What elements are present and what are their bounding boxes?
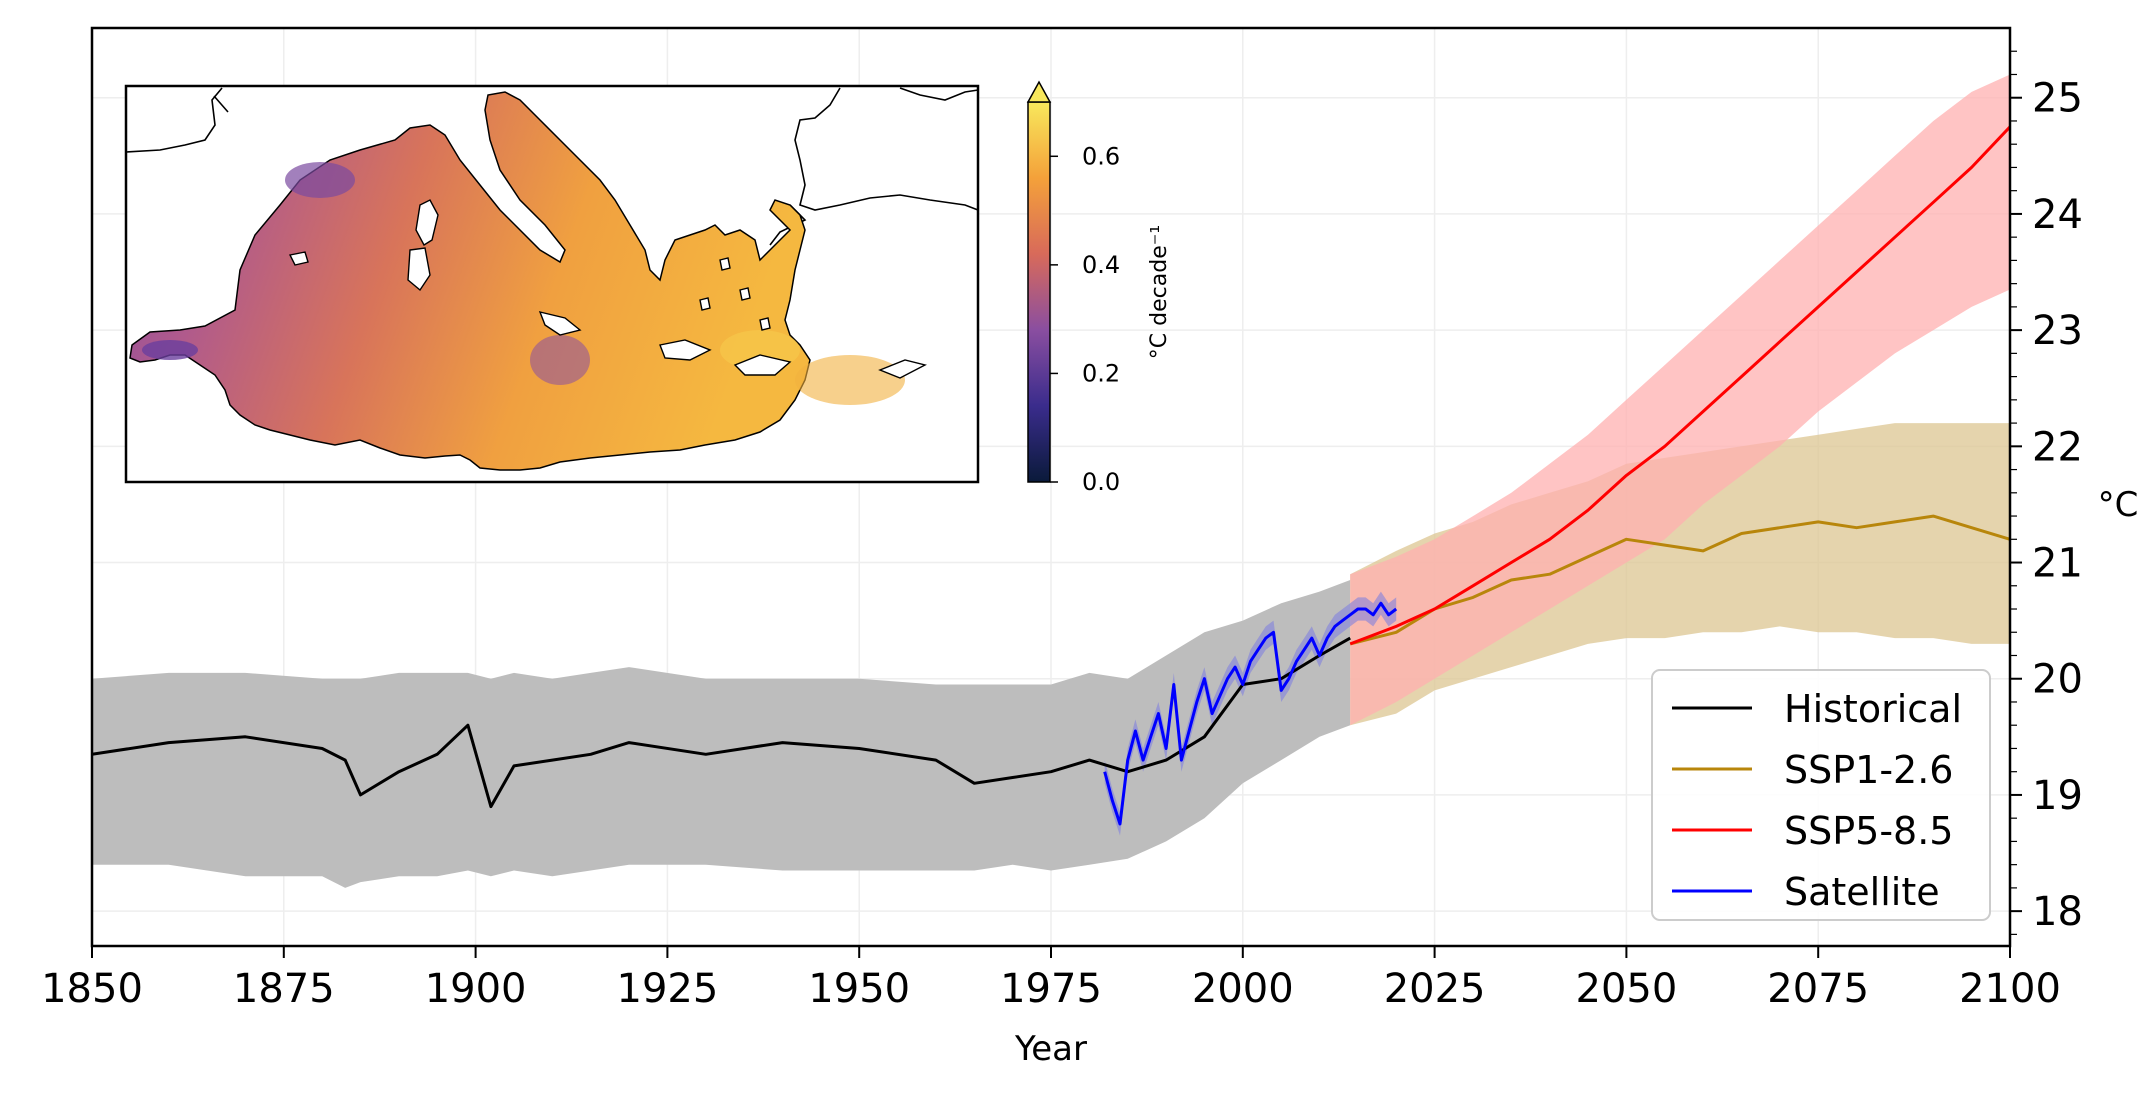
inset-islands — [288, 199, 927, 379]
x-tick-label: 1850 — [41, 966, 143, 1012]
band-historical — [92, 580, 1351, 888]
x-tick-label: 2075 — [1767, 966, 1869, 1012]
colorbar-tick-label: 0.4 — [1082, 251, 1120, 279]
legend-label-ssp5-8-5: SSP5-8.5 — [1784, 809, 1953, 853]
colorbar-ticks: 0.0 0.2 0.4 0.6 — [1050, 142, 1120, 496]
uncertainty-bands — [92, 74, 2010, 888]
x-tick-label: 2100 — [1959, 966, 2061, 1012]
band-ssp5-8-5 — [1350, 74, 2010, 726]
x-tick-label: 1900 — [425, 966, 527, 1012]
line-satellite — [1103, 601, 1398, 826]
y-axis-label: °C — [2098, 485, 2139, 525]
x-axis-label: Year — [1014, 1029, 1087, 1069]
y-axis-ticks: 18 19 20 21 22 23 24 25 — [2010, 50, 2083, 935]
line-ssp1-2-6 — [1349, 514, 2010, 646]
legend-label-historical: Historical — [1784, 687, 1962, 731]
y-tick-label: 19 — [2032, 773, 2083, 819]
plot-area: 1850 1875 1900 1925 1950 1975 2000 2025 2050 2075… — [41, 26, 2139, 1069]
legend-box — [1651, 669, 1991, 921]
legend: Historical SSP1-2.6 SSP5-8.5 Satellite — [1651, 669, 1991, 921]
y-tick-label: 23 — [2032, 308, 2083, 354]
x-axis-ticks: 1850 1875 1900 1925 1950 1975 2000 2025 2050 2075… — [41, 946, 2061, 1012]
colorbar-extend-arrow — [1026, 80, 1052, 103]
y-tick-label: 20 — [2032, 657, 2083, 703]
inset-map: 0.0 0.2 0.4 0.6 °C decade⁻¹ — [124, 80, 1172, 496]
colorbar-tick-label: 0.0 — [1082, 468, 1120, 496]
colorbar-tick-label: 0.2 — [1082, 359, 1120, 387]
x-tick-label: 2025 — [1384, 966, 1486, 1012]
y-tick-label: 18 — [2032, 889, 2083, 935]
colorbar — [1027, 101, 1051, 483]
colorbar-label: °C decade⁻¹ — [1147, 225, 1172, 359]
series-lines — [92, 125, 2010, 826]
x-tick-label: 1875 — [233, 966, 335, 1012]
line-ssp5-8-5 — [1349, 125, 2010, 646]
y-tick-label: 22 — [2032, 424, 2083, 470]
x-tick-label: 1975 — [1000, 966, 1102, 1012]
legend-label-satellite: Satellite — [1784, 870, 1940, 914]
band-ssp1-2-6 — [1350, 423, 2010, 726]
x-tick-label: 2000 — [1192, 966, 1294, 1012]
x-tick-label: 1950 — [808, 966, 910, 1012]
x-tick-label: 2050 — [1576, 966, 1678, 1012]
y-tick-label: 21 — [2032, 541, 2083, 587]
y-tick-label: 25 — [2032, 76, 2083, 122]
legend-label-ssp1-2-6: SSP1-2.6 — [1784, 748, 1953, 792]
colorbar-tick-label: 0.6 — [1082, 142, 1120, 170]
line-historical — [92, 636, 1351, 809]
x-tick-label: 1925 — [617, 966, 719, 1012]
y-tick-label: 24 — [2032, 192, 2083, 238]
